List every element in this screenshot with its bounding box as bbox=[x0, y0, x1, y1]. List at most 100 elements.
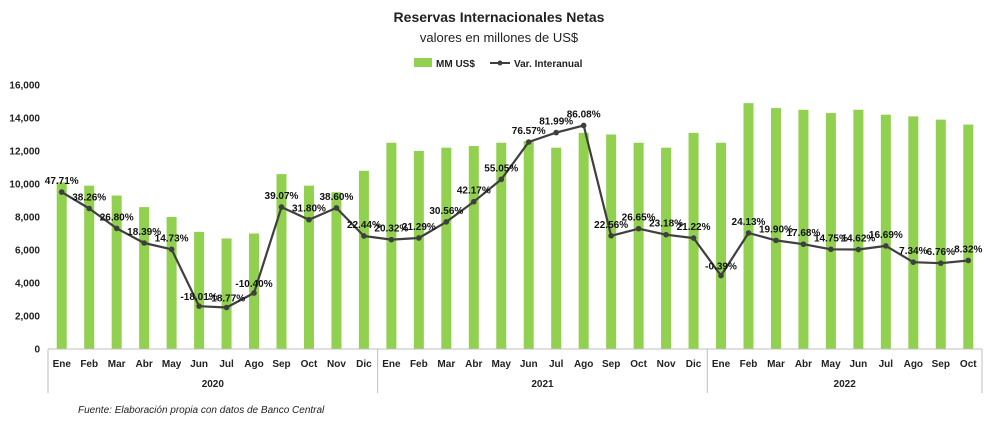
x-tick-label: Nov bbox=[657, 359, 676, 370]
line-point bbox=[333, 205, 340, 211]
x-tick-label: Abr bbox=[795, 359, 812, 370]
line-point bbox=[773, 237, 779, 244]
bar bbox=[880, 114, 891, 349]
data-label: 26.80% bbox=[100, 212, 134, 223]
x-tick-label: Ene bbox=[53, 359, 72, 370]
year-label: 2020 bbox=[202, 379, 225, 390]
y-tick-label: 8,000 bbox=[15, 213, 40, 224]
x-tick-label: Jun bbox=[190, 359, 208, 370]
bar bbox=[358, 170, 369, 349]
bar bbox=[331, 192, 342, 349]
x-tick-label: Ene bbox=[712, 359, 731, 370]
x-tick-label: Sep bbox=[932, 359, 950, 370]
y-tick-label: 16,000 bbox=[9, 81, 40, 92]
x-tick-label: Sep bbox=[272, 359, 290, 370]
bar bbox=[441, 147, 452, 349]
bar bbox=[496, 142, 507, 349]
source-note: Fuente: Elaboración propia con datos de … bbox=[78, 405, 325, 416]
year-label: 2022 bbox=[834, 379, 857, 390]
x-tick-label: Jul bbox=[219, 359, 234, 370]
line-point bbox=[470, 198, 477, 205]
line-point bbox=[416, 235, 422, 241]
x-tick-label: Ago bbox=[904, 359, 923, 370]
data-label: 39.07% bbox=[265, 191, 299, 202]
line-point bbox=[498, 176, 505, 183]
bar bbox=[853, 109, 864, 349]
bar bbox=[303, 185, 314, 349]
y-tick-label: 14,000 bbox=[9, 114, 40, 125]
data-label: 55.05% bbox=[484, 163, 518, 174]
bar bbox=[935, 119, 946, 350]
y-tick-label: 12,000 bbox=[9, 147, 40, 158]
data-label: 8.32% bbox=[954, 244, 982, 255]
bar bbox=[194, 231, 205, 349]
legend: MM US$ Var. Interanual bbox=[414, 58, 583, 70]
data-label: 38.60% bbox=[319, 192, 353, 203]
data-label: 21.22% bbox=[677, 222, 711, 233]
data-label: 86.08% bbox=[567, 109, 601, 120]
bar bbox=[798, 109, 809, 349]
x-tick-label: Dic bbox=[356, 359, 372, 370]
data-label: 18.39% bbox=[127, 227, 161, 238]
data-label: 14.62% bbox=[841, 234, 875, 245]
bar bbox=[84, 185, 95, 349]
data-label: 19.90% bbox=[759, 224, 793, 235]
line-point bbox=[141, 240, 147, 246]
bar bbox=[386, 142, 397, 349]
x-tick-label: Mar bbox=[437, 359, 455, 370]
data-label: 30.56% bbox=[429, 206, 463, 217]
x-tick-label: Oct bbox=[960, 359, 977, 370]
data-label: 81.99% bbox=[539, 117, 573, 128]
bar bbox=[661, 147, 672, 349]
x-tick-label: Abr bbox=[465, 359, 482, 370]
data-labels: 47.71% 38.26% 26.80% 18.39%14.73% -18.01%-18… bbox=[45, 109, 983, 304]
data-label: -0.39% bbox=[705, 262, 737, 273]
line-point bbox=[718, 272, 724, 279]
legend-swatch-marker bbox=[497, 60, 503, 66]
x-tick-label: May bbox=[492, 359, 512, 370]
line-point bbox=[196, 303, 202, 309]
data-label: -10.40% bbox=[235, 279, 272, 290]
x-tick-label: Abr bbox=[136, 359, 153, 370]
line-point bbox=[553, 129, 560, 136]
line-point bbox=[855, 246, 862, 253]
x-tick-label: Ene bbox=[382, 359, 401, 370]
line-point bbox=[525, 139, 532, 145]
data-label: 20.32% bbox=[374, 224, 408, 235]
y-axis: 0 2,000 4,000 6,000 8,000 10,000 12,000 14,000 1… bbox=[9, 81, 40, 356]
legend-label-bars: MM US$ bbox=[436, 59, 475, 70]
bar bbox=[908, 116, 919, 349]
x-tick-label: Sep bbox=[602, 359, 620, 370]
x-tick-label: Ago bbox=[574, 359, 593, 370]
x-tick-label: Jul bbox=[549, 359, 564, 370]
y-tick-label: 6,000 bbox=[15, 246, 40, 257]
line-point bbox=[663, 231, 669, 238]
x-tick-label: Nov bbox=[327, 359, 346, 370]
line-point bbox=[883, 243, 889, 249]
line-point bbox=[306, 216, 312, 223]
y-tick-label: 4,000 bbox=[15, 279, 40, 290]
line-point bbox=[800, 241, 807, 248]
line-point bbox=[910, 259, 917, 265]
bar bbox=[716, 142, 727, 349]
x-tick-label: Oct bbox=[301, 359, 318, 370]
x-tick-label: May bbox=[162, 359, 182, 370]
data-label: 47.71% bbox=[45, 176, 79, 187]
bar bbox=[139, 207, 150, 349]
line-point bbox=[168, 246, 175, 253]
x-tick-label: Jun bbox=[849, 359, 867, 370]
data-label: 14.73% bbox=[155, 233, 189, 244]
legend-swatch-bars bbox=[414, 58, 432, 67]
bar bbox=[413, 151, 424, 349]
line-point bbox=[690, 235, 697, 241]
chart-title: Reservas Internacionales Netas bbox=[394, 9, 605, 25]
bar-series bbox=[56, 103, 974, 350]
y-tick-label: 2,000 bbox=[15, 312, 40, 323]
data-label: 14.75% bbox=[814, 233, 848, 244]
data-label: 17.68% bbox=[786, 228, 820, 239]
line-point bbox=[388, 236, 395, 243]
line-point bbox=[58, 189, 65, 195]
data-label: 21.29% bbox=[402, 222, 436, 233]
bar bbox=[523, 141, 534, 349]
